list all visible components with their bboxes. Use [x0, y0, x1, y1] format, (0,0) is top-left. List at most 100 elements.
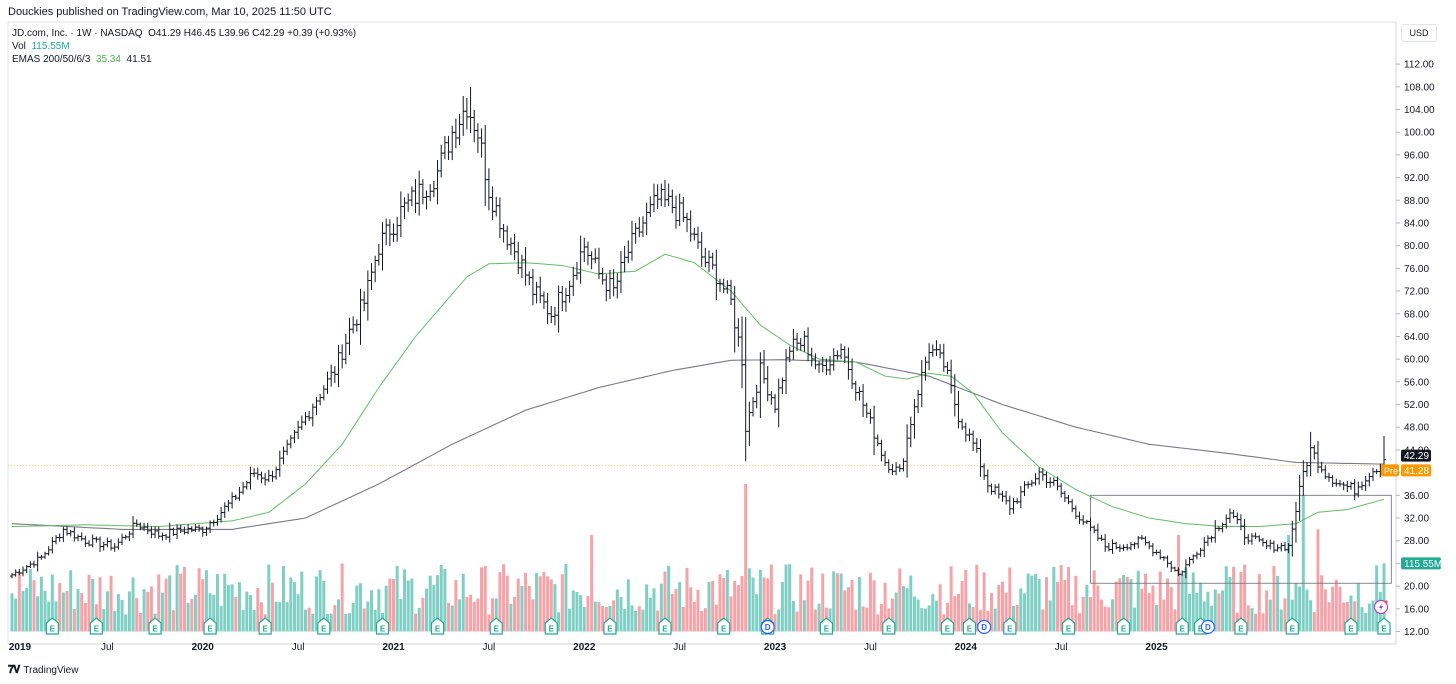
ohlc-bar — [435, 160, 440, 205]
earnings-icon[interactable]: E — [1377, 617, 1391, 635]
ohlc-bar — [1070, 499, 1075, 513]
earnings-icon[interactable]: E — [1061, 617, 1076, 635]
earnings-icon[interactable]: E — [1003, 617, 1017, 635]
volume-bar — [215, 574, 219, 632]
volume-bar — [736, 585, 740, 632]
earnings-icon[interactable]: E — [1285, 617, 1299, 635]
earnings-icon[interactable]: E — [658, 617, 672, 635]
ohlc-bar — [215, 514, 220, 526]
earnings-icon[interactable]: E — [544, 617, 558, 635]
earnings-icon[interactable]: E — [940, 617, 955, 635]
ohlc-bar — [164, 534, 169, 540]
volume-bar — [1265, 590, 1269, 632]
ohlc-bar — [285, 439, 290, 456]
ohlc-bar — [729, 279, 734, 305]
earnings-icon[interactable]: E — [1116, 617, 1131, 635]
volume-row[interactable]: Vol 115.55M — [12, 40, 356, 53]
volume-bar — [1033, 573, 1037, 632]
ohlc-bar — [941, 343, 946, 372]
earnings-icon[interactable]: E — [203, 617, 217, 635]
dividend-icon[interactable]: D — [1200, 619, 1216, 635]
earnings-icon[interactable]: E — [962, 617, 977, 635]
ohlc-bar — [1304, 461, 1309, 477]
earnings-icon[interactable]: E — [1234, 617, 1248, 635]
volume-bar — [318, 570, 322, 632]
earnings-icon[interactable]: E — [1344, 617, 1358, 635]
symbol-info[interactable]: JD.com, Inc. · 1W · NASDAQ — [12, 28, 143, 39]
earnings-icon[interactable]: E — [148, 617, 162, 635]
ohlc-bar — [233, 494, 238, 500]
ema-row[interactable]: EMAS 200/50/6/3 35.34 41.51 — [12, 53, 356, 66]
ohlc-bar — [490, 186, 495, 220]
volume-bar — [300, 571, 304, 632]
volume-bar — [10, 593, 14, 632]
earnings-shape — [430, 617, 445, 635]
ohlc-bar — [244, 480, 249, 490]
ohlc-bar — [226, 499, 231, 512]
ohlc-bar — [582, 237, 587, 263]
ohlc-bar — [798, 338, 803, 351]
ohlc-bar — [835, 350, 840, 360]
earnings-icon[interactable]: E — [375, 617, 390, 635]
rectangle-drawing[interactable] — [1090, 494, 1392, 584]
volume-bar — [604, 606, 608, 632]
ohlc-bar — [692, 228, 697, 241]
ohlc-bar — [651, 183, 656, 212]
earnings-icon[interactable]: E — [717, 617, 731, 635]
ohlc-bar — [776, 378, 781, 428]
earnings-icon[interactable]: E — [258, 617, 272, 635]
volume-bar — [1111, 599, 1115, 632]
ohlc-bar — [494, 196, 499, 217]
earnings-icon[interactable]: E — [489, 617, 503, 635]
lightning-icon[interactable] — [1373, 599, 1389, 615]
ohlc-bar — [930, 344, 935, 357]
volume-bar — [1254, 613, 1258, 632]
volume-bar — [883, 582, 887, 632]
ohlc-bar — [828, 356, 833, 376]
ohlc-bar — [659, 183, 664, 207]
currency-button[interactable]: USD — [1401, 24, 1437, 42]
earnings-icon[interactable]: E — [819, 617, 833, 635]
time-axis[interactable]: 2019 Jul 2020 Jul 2021 Jul 2022 Jul 2023 Jul 2024 J… — [8, 642, 1396, 653]
dividend-icon[interactable]: D — [977, 619, 992, 635]
y-tick-label: 76.00 — [1404, 264, 1429, 275]
y-tick-label: 68.00 — [1404, 309, 1429, 320]
ohlc-bar — [255, 467, 260, 480]
earnings-icon[interactable]: E — [430, 617, 445, 635]
volume-bar — [344, 613, 348, 632]
volume-bar — [557, 612, 561, 632]
ohlc-bar — [1176, 567, 1181, 577]
premarket-price: 41.28 — [1404, 466, 1429, 477]
ohlc-bar — [795, 333, 800, 352]
ohlc-bar — [534, 281, 539, 304]
earnings-icon[interactable]: E — [89, 617, 103, 635]
volume-bar — [1367, 603, 1371, 632]
volume-bar — [502, 564, 506, 632]
ohlc-bar — [318, 394, 323, 406]
ohlc-bar — [149, 526, 154, 539]
earnings-label: E — [886, 625, 892, 634]
volume-bar — [1085, 584, 1089, 632]
earnings-label: E — [662, 625, 668, 634]
ohlc-bar — [710, 252, 715, 270]
ohlc-bar — [24, 565, 29, 573]
earnings-icon[interactable]: E — [45, 617, 59, 635]
tradingview-logo[interactable]: 𝟕𝐕 TradingView — [8, 664, 78, 677]
ohlc-bar — [1209, 535, 1214, 543]
y-tick-label: 56.00 — [1404, 377, 1429, 388]
earnings-icon[interactable]: E — [603, 617, 617, 635]
volume-bar — [546, 576, 550, 632]
volume-bar — [865, 607, 869, 632]
volume-bar — [1180, 574, 1184, 632]
earnings-icon[interactable]: E — [1175, 617, 1189, 635]
volume-bar — [1122, 575, 1126, 632]
ohlc-bar — [1268, 539, 1273, 550]
volume-bar — [648, 597, 652, 632]
earnings-icon[interactable]: E — [317, 617, 331, 635]
ohlc-bar — [1301, 460, 1306, 496]
earnings-icon[interactable]: E — [882, 617, 896, 635]
volume-bar — [109, 575, 113, 632]
price-axis[interactable]: 12.0016.0020.0024.0028.0032.0036.0040.00… — [1381, 60, 1442, 638]
dividend-icon[interactable]: D — [760, 619, 775, 635]
